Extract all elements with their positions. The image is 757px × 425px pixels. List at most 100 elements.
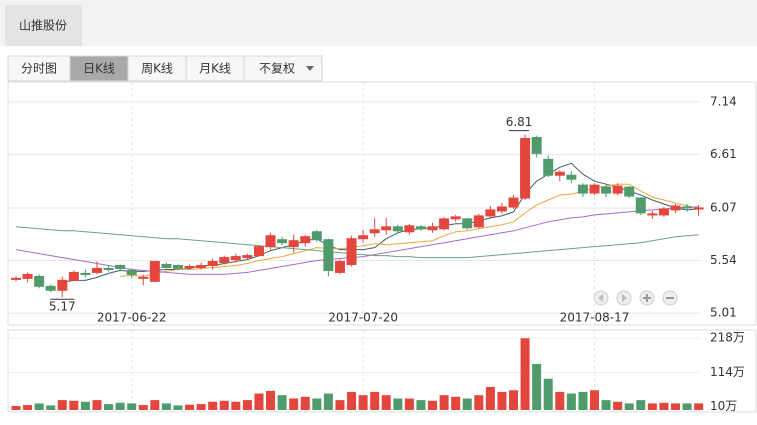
candle-body — [693, 207, 704, 210]
candle-body — [485, 209, 496, 217]
candle-body — [149, 261, 160, 282]
candle-body — [184, 265, 195, 268]
dropdown-arrow — [306, 66, 314, 71]
volume-bar — [335, 400, 345, 410]
toolbar: 分时图 日K线 周K线 月K线 不复权 — [7, 55, 323, 82]
volume-bar — [347, 391, 357, 410]
y-tick-label: 7.14 — [710, 94, 737, 108]
volume-bar — [34, 403, 44, 410]
volume-bar — [647, 403, 657, 410]
candle-body — [415, 226, 426, 230]
volume-bar — [659, 402, 669, 410]
volume-bar — [462, 398, 472, 410]
candle-body — [450, 216, 461, 220]
volume-bar — [185, 404, 195, 410]
candle-body — [138, 276, 149, 279]
candle-body — [68, 271, 79, 281]
tab-button[interactable] — [7, 55, 71, 82]
candle-body — [265, 235, 276, 248]
candle-body — [196, 264, 207, 268]
candle-body — [531, 137, 542, 154]
volume-bar — [254, 393, 264, 410]
candle-body — [115, 264, 126, 269]
header-bar — [0, 0, 757, 46]
candle-body — [80, 272, 91, 275]
volume-bar — [613, 401, 623, 410]
volume-bar — [46, 405, 56, 410]
volume-panel — [7, 329, 757, 413]
candle-body — [427, 226, 438, 231]
zoom-controls[interactable] — [593, 290, 678, 306]
volume-bar — [485, 386, 495, 410]
candle-body — [11, 277, 21, 280]
y-tick-label: 6.07 — [710, 200, 737, 214]
tab-button[interactable] — [185, 55, 245, 82]
tab-button-label[interactable]: 月K线 — [199, 62, 231, 76]
volume-bar — [404, 398, 414, 410]
volume-bar — [497, 391, 507, 410]
tab-button-label[interactable]: 日K线 — [83, 62, 115, 76]
candle-body — [392, 226, 403, 232]
candle-body — [589, 184, 600, 194]
volume-bar — [323, 393, 333, 410]
candle-body — [22, 273, 33, 279]
icon — [598, 294, 603, 302]
ma-line — [15, 206, 699, 275]
volume-bar — [11, 406, 21, 410]
candle-body — [172, 264, 183, 269]
volume-bar — [231, 401, 241, 410]
volume-bar — [277, 395, 287, 410]
y-tick-label: 10万 — [710, 399, 737, 413]
candle-body — [91, 267, 102, 273]
candle-body — [658, 208, 669, 216]
candle-body — [624, 186, 635, 197]
volume-bar — [289, 398, 299, 410]
y-tick-label: 114万 — [710, 365, 745, 379]
candle-body — [381, 226, 392, 231]
volume-bar — [543, 378, 553, 410]
volume-bar — [590, 390, 599, 410]
tab[interactable] — [5, 5, 82, 46]
volume-bar — [381, 395, 391, 410]
candle-body — [508, 197, 519, 208]
volume-bar — [474, 395, 484, 410]
tab-button[interactable] — [127, 55, 187, 82]
volume-bar — [242, 400, 252, 410]
candle-body — [334, 261, 345, 273]
x-tick-label: 2017-07-20 — [328, 311, 398, 325]
tab-label[interactable]: 山推股份 — [19, 19, 67, 33]
candle-body — [682, 206, 693, 209]
volume-bar — [104, 404, 114, 410]
candle-body — [473, 215, 484, 228]
volume-bar — [80, 401, 90, 410]
candle-body — [230, 256, 241, 261]
volume-bar — [624, 403, 634, 410]
candle-body — [219, 257, 230, 264]
candle-body — [57, 279, 68, 291]
min-label: 5.17 — [49, 300, 76, 314]
tab-button-label[interactable]: 周K线 — [141, 62, 173, 76]
candle-body — [346, 238, 357, 265]
volume-bar — [57, 400, 67, 410]
volume-bar — [173, 405, 183, 410]
volume-bar — [69, 400, 79, 410]
price-panel — [7, 81, 757, 326]
candle-body — [288, 240, 299, 248]
volume-bar — [451, 396, 461, 410]
volume-bar — [578, 391, 588, 410]
candle-body — [496, 206, 507, 212]
candle-body — [311, 231, 322, 241]
candle-body — [554, 171, 565, 176]
tab-button[interactable] — [69, 55, 129, 82]
volume-bar — [161, 403, 171, 410]
tab-button-label[interactable]: 分时图 — [21, 62, 57, 76]
volume-bar — [636, 400, 646, 410]
tab-button-label[interactable]: 不复权 — [259, 62, 295, 76]
ma-line — [15, 226, 699, 259]
volume-bar — [532, 363, 542, 410]
candle-body — [462, 218, 473, 229]
x-tick-label: 2017-06-22 — [97, 311, 167, 325]
candle-body — [612, 185, 623, 194]
x-tick-label: 2017-08-17 — [560, 311, 630, 325]
candle-body — [34, 275, 45, 287]
